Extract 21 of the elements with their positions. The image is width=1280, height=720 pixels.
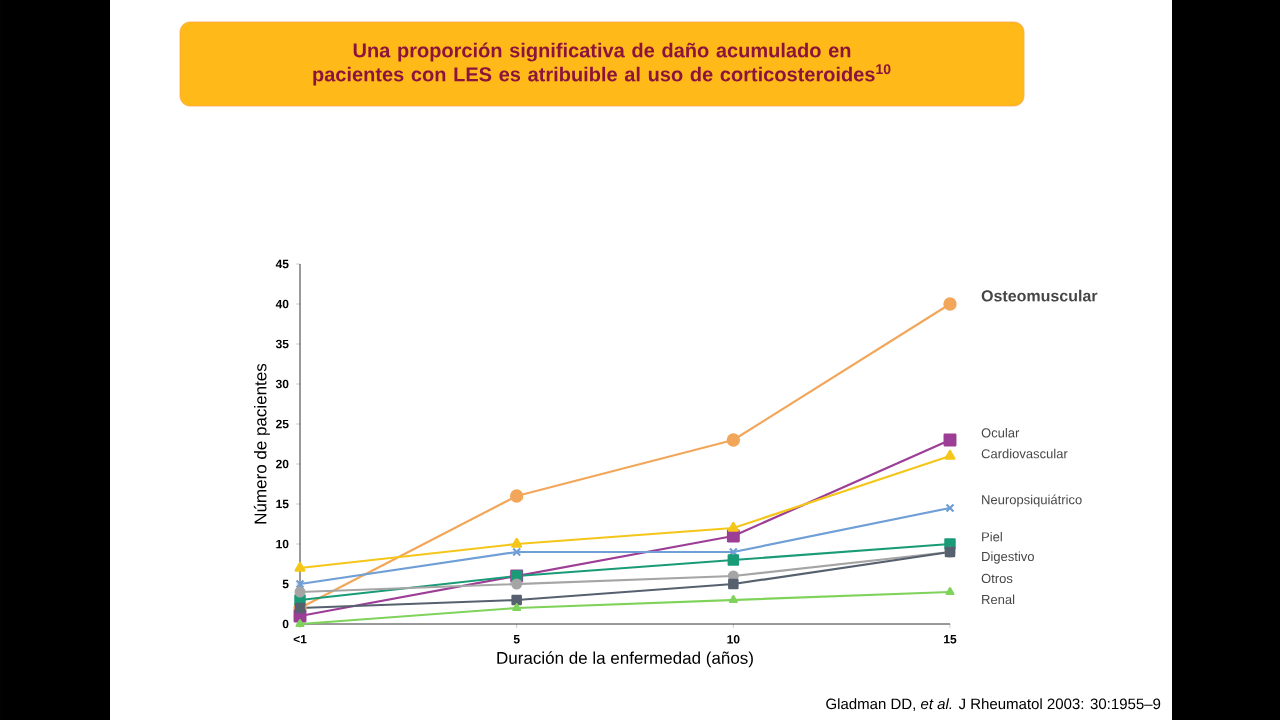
point <box>509 489 524 503</box>
y-axis-title: Número de pacientes <box>253 363 270 524</box>
point <box>727 554 740 566</box>
point <box>511 578 523 590</box>
point <box>294 561 306 572</box>
point <box>512 547 522 557</box>
point <box>727 521 739 532</box>
x-axis-title: Duración de la enfermedad (años) <box>497 651 753 668</box>
point <box>728 594 738 604</box>
point <box>945 586 955 596</box>
point <box>726 433 741 447</box>
point <box>294 586 306 598</box>
point <box>512 602 522 612</box>
series-label: Osteomuscular <box>981 289 1098 302</box>
point <box>728 578 739 590</box>
point <box>944 449 956 460</box>
point <box>511 594 522 606</box>
point <box>943 297 957 311</box>
point <box>295 618 305 628</box>
point <box>511 537 523 548</box>
chart-title: Una proporción significativa de daño acumulado en pacientes con LES es atribuible al uso de corticosteroides$^{10}$ <box>313 42 891 86</box>
